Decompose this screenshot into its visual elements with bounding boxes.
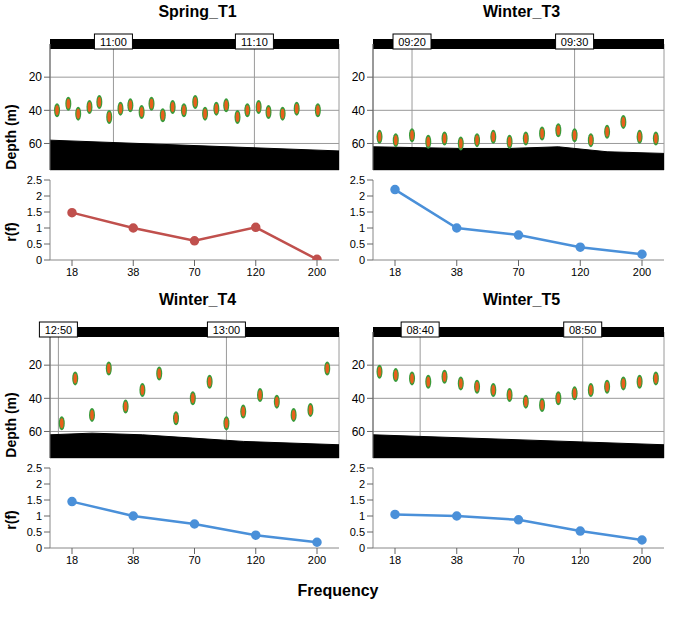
html-text:Spring_T1: Spring_T1 — [158, 3, 237, 20]
html-text:Winter_T4: Winter_T4 — [158, 291, 237, 308]
svg-text:40: 40 — [352, 392, 366, 406]
svg-text:08:50: 08:50 — [569, 324, 597, 336]
svg-text:1: 1 — [359, 510, 365, 522]
svg-text:18: 18 — [66, 554, 78, 566]
svg-text:20: 20 — [29, 70, 43, 84]
svg-text:0: 0 — [359, 254, 365, 266]
svg-text:Depth (m): Depth (m) — [3, 104, 19, 169]
svg-text:1.5: 1.5 — [27, 206, 42, 218]
svg-text:2.5: 2.5 — [27, 462, 42, 474]
svg-text:70: 70 — [512, 266, 524, 278]
svg-text:70: 70 — [188, 554, 200, 566]
svg-text:200: 200 — [308, 266, 326, 278]
svg-text:18: 18 — [389, 554, 401, 566]
svg-text:120: 120 — [571, 266, 589, 278]
svg-text:38: 38 — [127, 266, 139, 278]
svg-text:1: 1 — [36, 510, 42, 522]
svg-text:20: 20 — [29, 358, 43, 372]
svg-text:120: 120 — [247, 554, 265, 566]
svg-text:2.5: 2.5 — [350, 174, 365, 186]
svg-text:70: 70 — [188, 266, 200, 278]
svg-text:2: 2 — [359, 478, 365, 490]
svg-text:120: 120 — [571, 554, 589, 566]
svg-text:0.5: 0.5 — [350, 238, 365, 250]
svg-text:09:20: 09:20 — [398, 36, 426, 48]
svg-text:2.5: 2.5 — [27, 174, 42, 186]
svg-text:1: 1 — [359, 222, 365, 234]
svg-text:2: 2 — [359, 190, 365, 202]
svg-text:18: 18 — [389, 266, 401, 278]
svg-text:70: 70 — [512, 554, 524, 566]
svg-text:60: 60 — [352, 425, 366, 439]
svg-text:1.5: 1.5 — [350, 494, 365, 506]
svg-text:18: 18 — [66, 266, 78, 278]
svg-text:20: 20 — [352, 358, 366, 372]
svg-text:08:40: 08:40 — [406, 324, 434, 336]
svg-text:0.5: 0.5 — [27, 526, 42, 538]
svg-text:60: 60 — [352, 137, 366, 151]
svg-text:1: 1 — [36, 222, 42, 234]
svg-text:Depth (m): Depth (m) — [3, 392, 19, 457]
svg-text:200: 200 — [633, 554, 651, 566]
svg-text:60: 60 — [29, 137, 43, 151]
svg-text:0.5: 0.5 — [350, 526, 365, 538]
svg-text:09:30: 09:30 — [561, 36, 589, 48]
svg-text:2.5: 2.5 — [350, 462, 365, 474]
svg-text:r(f): r(f) — [3, 222, 19, 241]
svg-text:200: 200 — [308, 554, 326, 566]
svg-text:38: 38 — [451, 554, 463, 566]
svg-text:2: 2 — [36, 478, 42, 490]
svg-text:38: 38 — [451, 266, 463, 278]
svg-text:0.5: 0.5 — [27, 238, 42, 250]
svg-text:40: 40 — [29, 104, 43, 118]
svg-text:40: 40 — [352, 104, 366, 118]
html-text:Winter_T3: Winter_T3 — [482, 3, 561, 20]
html-text:Frequency: Frequency — [297, 582, 379, 599]
svg-text:11:00: 11:00 — [100, 36, 127, 48]
svg-text:120: 120 — [247, 266, 265, 278]
svg-text:1.5: 1.5 — [27, 494, 42, 506]
svg-text:40: 40 — [29, 392, 43, 406]
svg-text:11:10: 11:10 — [241, 36, 268, 48]
svg-text:0: 0 — [36, 542, 42, 554]
svg-text:2: 2 — [36, 190, 42, 202]
svg-text:60: 60 — [29, 425, 43, 439]
svg-text:12:50: 12:50 — [45, 324, 73, 336]
svg-text:38: 38 — [127, 554, 139, 566]
svg-text:13:00: 13:00 — [213, 324, 241, 336]
svg-text:20: 20 — [352, 70, 366, 84]
svg-text:1.5: 1.5 — [350, 206, 365, 218]
svg-text:200: 200 — [633, 266, 651, 278]
svg-text:0: 0 — [36, 254, 42, 266]
svg-text:0: 0 — [359, 542, 365, 554]
svg-text:r(f): r(f) — [3, 510, 19, 529]
html-text:Winter_T5: Winter_T5 — [482, 291, 561, 308]
